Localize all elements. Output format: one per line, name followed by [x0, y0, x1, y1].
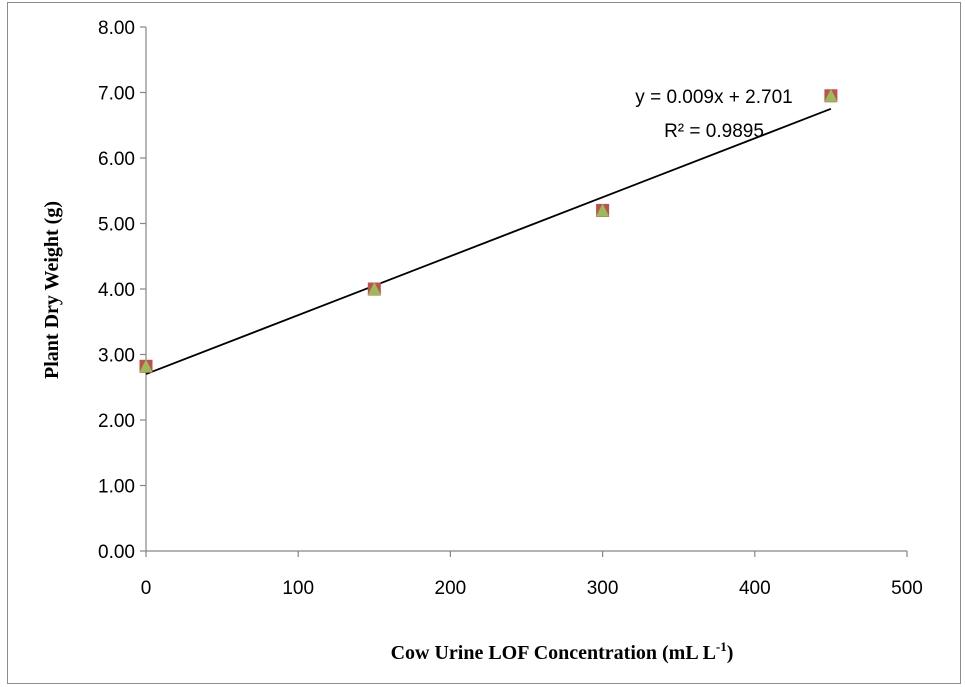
x-tick-label: 0: [141, 578, 152, 599]
y-tick-label: 1.00: [98, 477, 135, 498]
x-tick-label: 100: [282, 578, 314, 599]
y-tick-label: 5.00: [98, 215, 135, 236]
trendline-group: [145, 107, 832, 375]
y-tick-label: 4.00: [98, 280, 135, 301]
x-tick-label: 500: [891, 578, 923, 599]
chart-frame: [7, 2, 961, 684]
x-tick-label: 400: [739, 578, 771, 599]
y-axis-title: Plant Dry Weight (g): [41, 201, 63, 379]
x-axis: 0 100 200 300 400 500: [141, 550, 923, 599]
data-point-triangle: [367, 282, 381, 295]
x-axis-title-main: Cow Urine LOF Concentration (mL L: [391, 642, 716, 664]
trendline: [145, 107, 832, 375]
y-tick-label: 0.00: [98, 542, 135, 563]
x-axis-title-superscript: -1: [716, 639, 727, 654]
data-point-triangle: [596, 203, 610, 217]
data-point-triangle: [139, 359, 153, 373]
y-tick-label: 6.00: [98, 149, 135, 170]
y-tick-label: 3.00: [98, 346, 135, 367]
y-tick-label: 2.00: [98, 411, 135, 432]
trendline-equation: y = 0.009x + 2.701: [635, 87, 792, 108]
y-tick-label: 8.00: [98, 18, 135, 39]
data-point-triangle: [824, 88, 838, 102]
x-tick-label: 200: [435, 578, 467, 599]
y-tick-label: 7.00: [98, 84, 135, 105]
data-points: [139, 88, 838, 373]
y-axis: 0.00 1.00 2.00 3.00 4.00 5.00 6.00 7.00 8.00: [98, 18, 147, 563]
x-axis-title-close: ): [727, 642, 734, 664]
x-axis-title: Cow Urine LOF Concentration (mL L-1): [391, 639, 734, 664]
trendline-r-squared: R² = 0.9895: [664, 121, 764, 142]
x-tick-label: 300: [587, 578, 619, 599]
